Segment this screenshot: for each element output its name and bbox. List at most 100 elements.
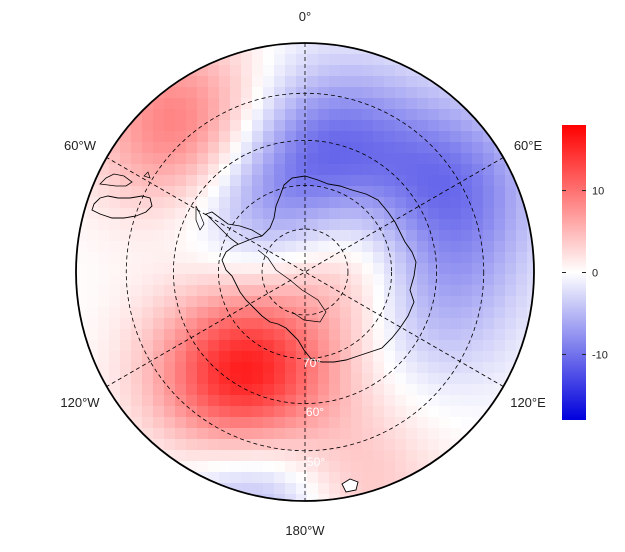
field-cell — [285, 285, 297, 297]
field-cell — [120, 263, 132, 275]
field-cell — [263, 87, 275, 99]
field-cell — [186, 263, 198, 275]
field-cell — [384, 120, 396, 132]
field-cell — [472, 373, 484, 385]
field-cell — [241, 153, 253, 165]
field-cell — [516, 197, 528, 209]
field-cell — [307, 230, 319, 242]
field-cell — [208, 472, 220, 484]
field-cell — [98, 307, 110, 319]
field-cell — [197, 263, 209, 275]
field-cell — [450, 450, 462, 462]
field-cell — [263, 43, 275, 55]
field-cell — [483, 384, 495, 396]
field-cell — [285, 87, 297, 99]
meridian-line — [106, 157, 504, 387]
field-cell — [153, 186, 165, 198]
field-cell — [483, 241, 495, 253]
field-cell — [164, 274, 176, 286]
field-cell — [417, 428, 429, 440]
field-cell — [230, 362, 242, 374]
field-cell — [340, 109, 352, 121]
field-cell — [406, 186, 418, 198]
field-cell — [153, 395, 165, 407]
field-cell — [296, 230, 308, 242]
field-cell — [241, 76, 253, 88]
field-cell — [208, 120, 220, 132]
field-cell — [505, 274, 517, 286]
field-cell — [395, 76, 407, 88]
field-cell — [164, 384, 176, 396]
field-cell — [186, 142, 198, 154]
field-cell — [285, 461, 297, 473]
field-cell — [241, 208, 253, 220]
field-cell — [395, 153, 407, 165]
field-cell — [252, 450, 264, 462]
field-cell — [87, 241, 99, 253]
field-cell — [197, 142, 209, 154]
field-cell — [120, 208, 132, 220]
field-cell — [384, 76, 396, 88]
field-cell — [197, 153, 209, 165]
field-cell — [285, 362, 297, 374]
field-cell — [164, 153, 176, 165]
field-cell — [296, 384, 308, 396]
field-cell — [175, 208, 187, 220]
field-cell — [406, 307, 418, 319]
field-cell — [76, 296, 88, 308]
field-cell — [98, 263, 110, 275]
field-cell — [417, 285, 429, 297]
field-cell — [417, 219, 429, 231]
field-cell — [340, 274, 352, 286]
field-cell — [153, 373, 165, 385]
field-cell — [296, 461, 308, 473]
field-cell — [175, 406, 187, 418]
lon-label-120w: 120°W — [60, 395, 100, 410]
field-cell — [263, 252, 275, 264]
field-cell — [131, 362, 143, 374]
field-cell — [329, 329, 341, 341]
field-cell — [340, 120, 352, 132]
field-cell — [241, 362, 253, 374]
field-cell — [450, 120, 462, 132]
field-cell — [197, 362, 209, 374]
field-cell — [307, 208, 319, 220]
field-cell — [395, 219, 407, 231]
field-cell — [296, 197, 308, 209]
field-cell — [208, 186, 220, 198]
field-cell — [296, 406, 308, 418]
field-cell — [241, 483, 253, 495]
field-cell — [483, 197, 495, 209]
field-cell — [340, 351, 352, 363]
field-cell — [241, 252, 253, 264]
field-cell — [230, 76, 242, 88]
field-cell — [285, 153, 297, 165]
field-cell — [98, 142, 110, 154]
field-cell — [197, 252, 209, 264]
field-cell — [230, 329, 242, 341]
field-cell — [142, 131, 154, 143]
field-cell — [450, 241, 462, 253]
field-cell — [98, 373, 110, 385]
field-cell — [197, 373, 209, 385]
field-cell — [494, 197, 506, 209]
field-cell — [219, 362, 231, 374]
field-cell — [219, 373, 231, 385]
field-cell — [263, 329, 275, 341]
field-cell — [120, 252, 132, 264]
field-cell — [351, 65, 363, 77]
field-cell — [483, 395, 495, 407]
field-cell — [153, 307, 165, 319]
field-cell — [428, 131, 440, 143]
field-cell — [483, 175, 495, 187]
field-cell — [395, 483, 407, 495]
field-cell — [142, 197, 154, 209]
field-cell — [329, 318, 341, 330]
field-cell — [109, 373, 121, 385]
field-cell — [252, 252, 264, 264]
field-cell — [186, 318, 198, 330]
field-cell — [450, 417, 462, 429]
field-cell — [208, 340, 220, 352]
field-cell — [241, 109, 253, 121]
field-cell — [406, 329, 418, 341]
